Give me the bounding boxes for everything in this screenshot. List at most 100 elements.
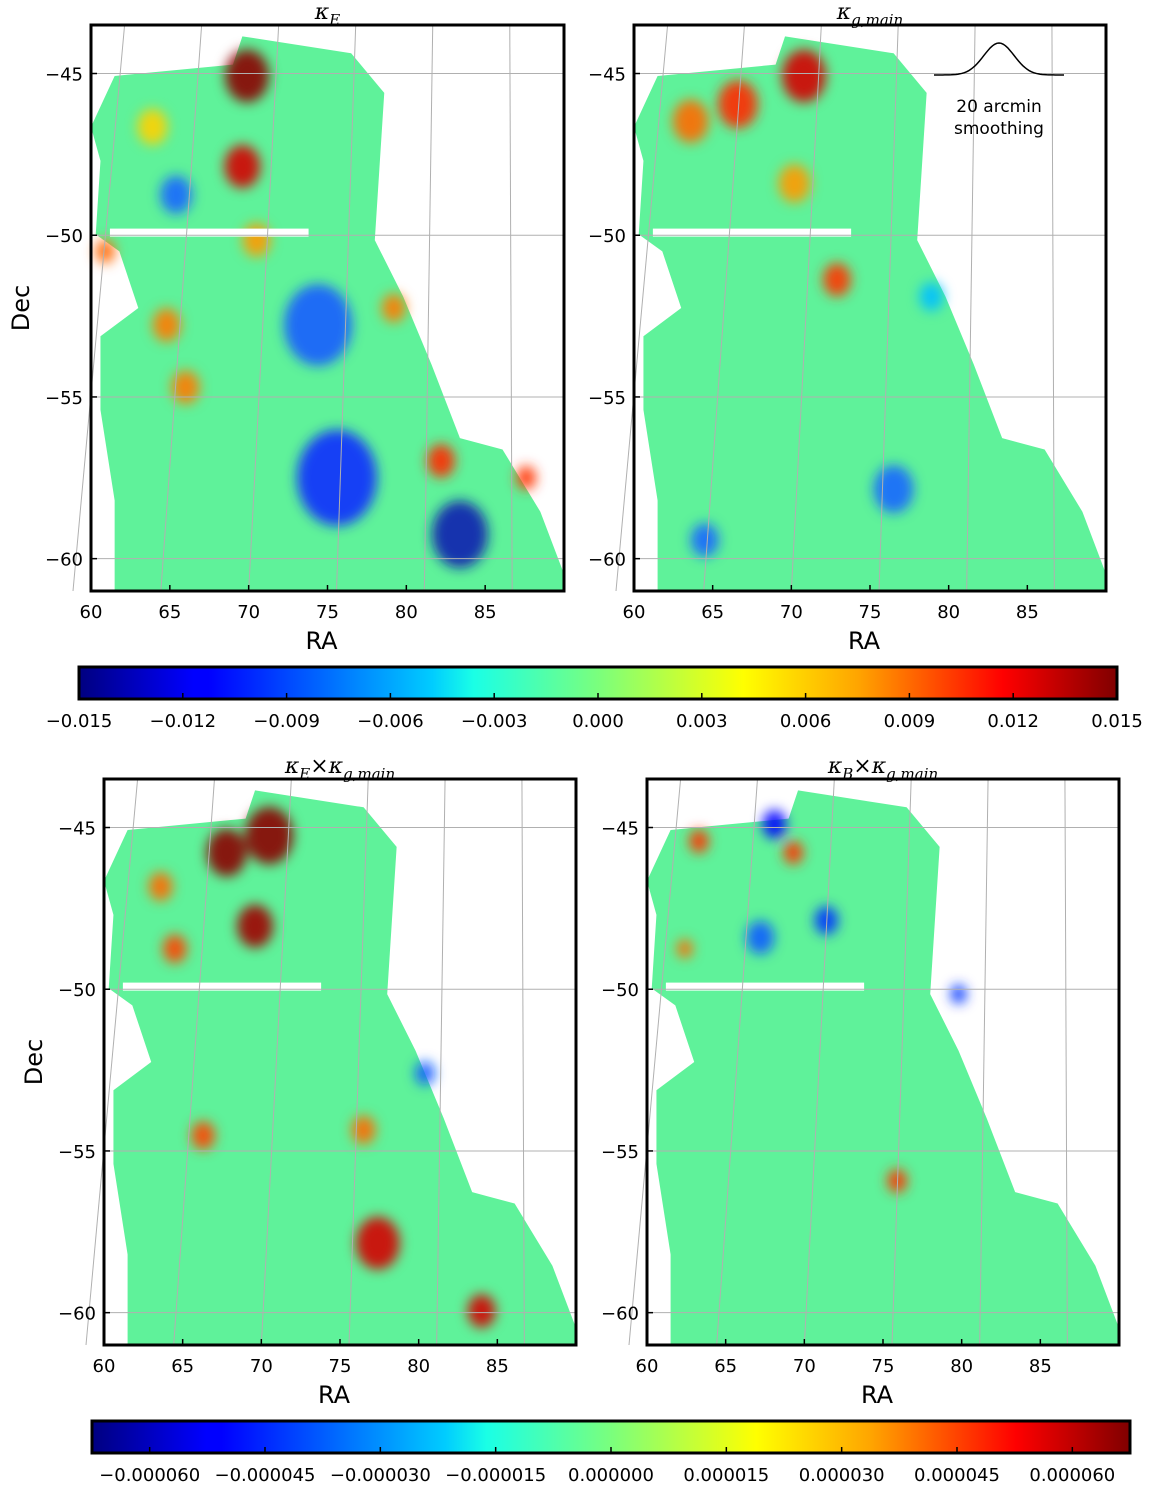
- map-feature: [95, 239, 116, 264]
- colorbar-tick-label: −0.000015: [445, 1465, 546, 1486]
- map-feature: [762, 809, 787, 839]
- y-tick-label: −50: [601, 980, 639, 1001]
- x-tick-label: 70: [250, 1356, 273, 1377]
- mask-gap: [122, 982, 322, 991]
- colorbar-tick-label: 0.000015: [683, 1465, 769, 1486]
- grid: [615, 24, 1106, 592]
- map-feature: [746, 920, 775, 955]
- x-tick-label: 70: [793, 1356, 816, 1377]
- y-axis-label: Dec: [20, 1039, 48, 1085]
- x-tick-label: 65: [171, 1356, 194, 1377]
- map-feature: [950, 984, 967, 1004]
- y-tick-label: −55: [45, 388, 83, 409]
- panel-kBxkg: κB×κg,main 60 65 70 75 80 85 −45 −50 −55 −60 RA: [601, 754, 1121, 1409]
- panel-kExkg: κE×κg,main 60 65 70 75 80 85 −45 −50 −55 −60 RA Dec: [20, 754, 578, 1409]
- colorbar-tick-label: −0.003: [461, 711, 528, 732]
- grid-line-ra: [1064, 778, 1068, 1346]
- x-tick-label: 75: [859, 602, 882, 623]
- map-feature: [224, 144, 261, 189]
- y-tick-label: −60: [45, 550, 83, 571]
- map-feature: [351, 1115, 376, 1145]
- survey-footprint: [647, 790, 1119, 1345]
- map-feature: [822, 262, 851, 297]
- grid-line-ra: [160, 24, 203, 592]
- map-feature: [171, 370, 200, 405]
- x-tick-label: 85: [1016, 602, 1039, 623]
- colorbar-tick-label: 0.003: [676, 711, 728, 732]
- map-feature: [516, 465, 537, 490]
- panel-kg: κg,main 60 65 70 75 80 85 −45 −50 −55 −60 RA 20 arcm…: [588, 0, 1108, 655]
- x-tick-label: 75: [316, 602, 339, 623]
- map-feature: [676, 939, 693, 959]
- colorbar-tick-label: −0.000060: [99, 1465, 200, 1486]
- colorbar-tick-label: 0.015: [1091, 711, 1143, 732]
- panel-title: κg,main: [836, 0, 903, 29]
- grid: [628, 778, 1119, 1346]
- grid-line-ra: [509, 24, 513, 592]
- colorbar-tick-label: −0.000030: [330, 1465, 431, 1486]
- y-tick-label: −60: [58, 1304, 96, 1325]
- y-tick-label: −55: [601, 1142, 639, 1163]
- grid-line-ra: [1051, 24, 1055, 592]
- grid-line-ra: [72, 24, 126, 592]
- x-tick-label: 80: [937, 602, 960, 623]
- map-feature: [137, 108, 168, 145]
- x-axis-label: RA: [848, 627, 881, 655]
- grid-line-ra: [260, 778, 292, 1346]
- x-tick-label: 75: [329, 1356, 352, 1377]
- y-tick-label: −50: [45, 226, 83, 247]
- survey-footprint: [104, 790, 576, 1345]
- grid-line-ra: [615, 24, 669, 592]
- grid-line-ra: [521, 778, 525, 1346]
- x-tick-label: 65: [701, 602, 724, 623]
- map-feature: [427, 444, 456, 478]
- map-texture: [95, 49, 537, 568]
- x-tick-label: 60: [80, 602, 103, 623]
- y-tick-label: −55: [588, 388, 626, 409]
- map-feature: [873, 465, 914, 514]
- map-feature: [690, 523, 719, 557]
- colorbar-tick-label: 0.000060: [1029, 1465, 1115, 1486]
- x-tick-label: 70: [780, 602, 803, 623]
- map-feature: [919, 282, 944, 312]
- map-feature: [245, 806, 294, 865]
- panel-kE: κE 60 65 70 75 80 85 −45 −50 −55 −60 RA Dec: [7, 0, 566, 655]
- map-feature: [431, 500, 488, 568]
- annotation-line1: 20 arcmin: [956, 97, 1041, 117]
- x-tick-label: 65: [158, 602, 181, 623]
- y-tick-label: −50: [58, 980, 96, 1001]
- grid-line-ra: [803, 778, 835, 1346]
- map-feature: [717, 80, 758, 129]
- grid: [72, 24, 564, 592]
- grid-line-ra: [716, 778, 758, 1346]
- x-tick-label: 75: [872, 1356, 895, 1377]
- y-tick-label: −50: [588, 226, 626, 247]
- grid-line-ra: [966, 24, 976, 592]
- map-feature: [381, 293, 406, 323]
- colorbar-tick-label: 0.000000: [568, 1465, 654, 1486]
- grid-line-ra: [878, 24, 899, 592]
- colorbar-tick-label: −0.015: [46, 711, 113, 732]
- x-tick-label: 85: [486, 1356, 509, 1377]
- mask-gap: [665, 982, 865, 991]
- x-tick-label: 80: [950, 1356, 973, 1377]
- map-feature: [355, 1216, 400, 1270]
- map-feature: [296, 429, 377, 526]
- colorbar-tick-label: −0.009: [253, 711, 320, 732]
- grid-line-ra: [85, 778, 139, 1346]
- map-feature: [237, 904, 274, 948]
- map-feature: [284, 284, 353, 366]
- mask-gap: [652, 228, 852, 237]
- grid-line-ra: [348, 778, 369, 1346]
- x-tick-label: 80: [395, 602, 418, 623]
- colorbar-tick-label: −0.012: [149, 711, 216, 732]
- x-tick-label: 85: [1029, 1356, 1052, 1377]
- y-tick-label: −45: [45, 65, 83, 86]
- colorbar-tick-label: 0.000045: [914, 1465, 1000, 1486]
- grid-line-ra: [173, 778, 215, 1346]
- colorbar-tick-label: 0.009: [884, 711, 936, 732]
- x-tick-label: 60: [636, 1356, 659, 1377]
- x-tick-label: 60: [623, 602, 646, 623]
